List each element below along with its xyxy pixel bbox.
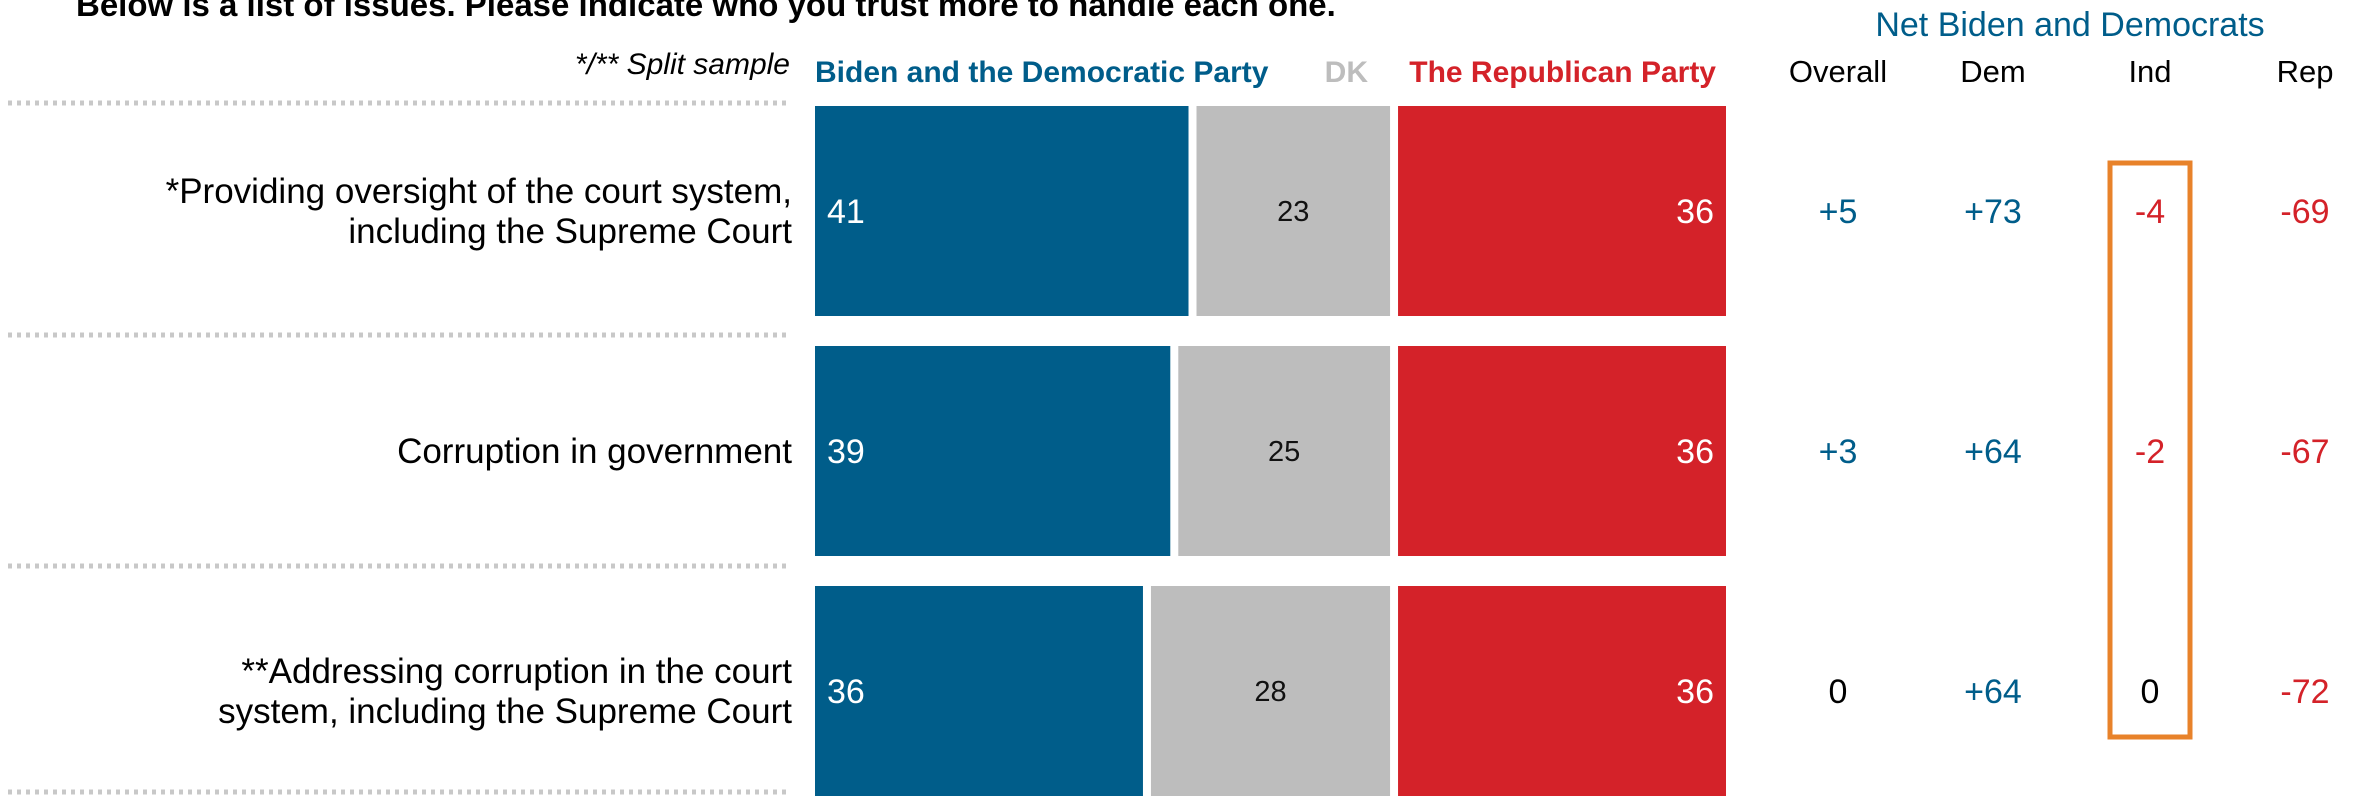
chart-row: Corruption in government 39 25 36 +3 +64 -2 -67 [397, 346, 2330, 556]
legend-dem: Biden and the Democratic Party [815, 56, 1269, 89]
value-label-rep: 36 [1676, 433, 1714, 471]
net-col-rep: Rep [2277, 54, 2334, 89]
net-value-overall: 0 [1829, 673, 1848, 711]
split-sample-note: */** Split sample [575, 48, 790, 81]
value-label-rep: 36 [1676, 673, 1714, 711]
net-value-ind: -4 [2135, 193, 2165, 231]
net-header: Net Biden and Democrats [1875, 6, 2264, 44]
net-column-headers: Overall Dem Ind Rep [1789, 54, 2334, 89]
value-label-dem: 39 [827, 433, 865, 471]
chart-row: *Providing oversight of the court system… [166, 106, 2330, 316]
net-value-dem: +64 [1964, 433, 2022, 471]
value-label-dk: 23 [1277, 196, 1309, 228]
net-value-rep: -72 [2280, 673, 2329, 711]
row-label: *Providing oversight of the court system… [166, 172, 792, 211]
bar-dem [815, 106, 1189, 316]
value-label-dk: 25 [1268, 436, 1300, 468]
chart-row: **Addressing corruption in the courtsyst… [218, 586, 2329, 796]
value-label-dk: 28 [1254, 676, 1286, 708]
net-value-ind: -2 [2135, 433, 2165, 471]
value-label-dem: 41 [827, 193, 865, 231]
net-value-rep: -67 [2280, 433, 2329, 471]
net-value-overall: +3 [1819, 433, 1858, 471]
net-col-ind: Ind [2128, 54, 2171, 89]
net-col-overall: Overall [1789, 54, 1887, 89]
net-value-dem: +73 [1964, 193, 2022, 231]
bar-dem [815, 346, 1170, 556]
row-label: including the Supreme Court [348, 212, 792, 251]
chart-title: Below is a list of issues. Please indica… [76, 0, 1336, 23]
legend-dk: DK [1325, 56, 1369, 89]
row-label: **Addressing corruption in the court [241, 652, 792, 691]
row-label: system, including the Supreme Court [218, 692, 792, 731]
net-value-overall: +5 [1819, 193, 1858, 231]
chart-rows: *Providing oversight of the court system… [166, 106, 2330, 796]
legend-rep: The Republican Party [1409, 56, 1716, 89]
row-label: Corruption in government [397, 432, 792, 471]
net-value-dem: +64 [1964, 673, 2022, 711]
value-label-rep: 36 [1676, 193, 1714, 231]
net-value-rep: -69 [2280, 193, 2329, 231]
net-col-dem: Dem [1960, 54, 2025, 89]
value-label-dem: 36 [827, 673, 865, 711]
net-value-ind: 0 [2141, 673, 2160, 711]
